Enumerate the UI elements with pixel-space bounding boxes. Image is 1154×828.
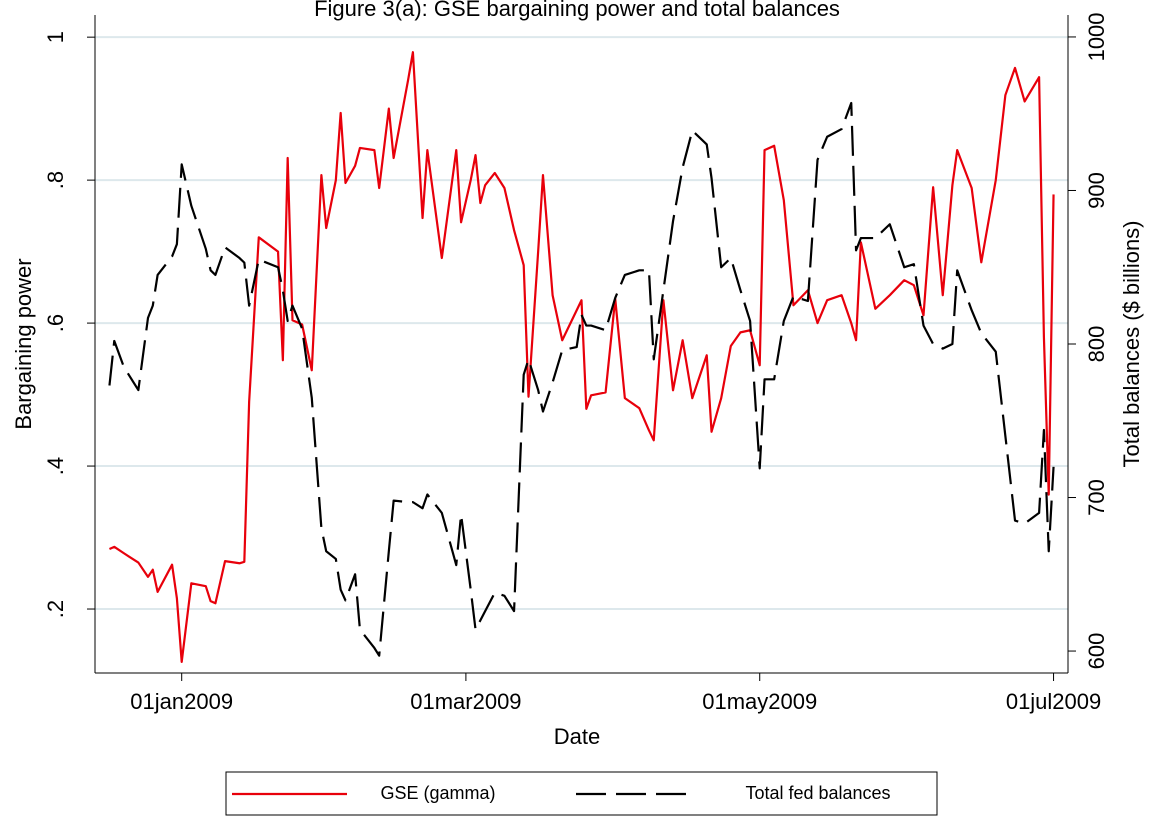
y2-axis-title: Total balances ($ billions) [1119,220,1144,467]
y-axis-title: Bargaining power [11,258,36,429]
series-line [108,101,1055,657]
y-tick-label: .8 [43,171,68,189]
y-tick-label: .2 [43,600,68,618]
legend-label: Total fed balances [745,783,890,803]
x-tick-label: 01may2009 [702,689,817,714]
chart-title: Figure 3(a): GSE bargaining power and to… [314,0,840,21]
x-axis-title: Date [554,724,600,749]
y2-tick-label: 600 [1084,633,1109,670]
series-line [109,51,1055,664]
y-tick-label: .6 [43,314,68,332]
legend-label: GSE (gamma) [380,783,495,803]
y-tick-label: .4 [43,457,68,475]
y-tick-label: 1 [43,31,68,43]
x-tick-label: 01mar2009 [410,689,521,714]
y2-tick-label: 800 [1084,326,1109,363]
x-tick-label: 01jan2009 [130,689,233,714]
y2-tick-label: 700 [1084,479,1109,516]
x-tick-label: 01jul2009 [1006,689,1101,714]
y2-tick-label: 1000 [1084,12,1109,61]
y2-tick-label: 900 [1084,172,1109,209]
